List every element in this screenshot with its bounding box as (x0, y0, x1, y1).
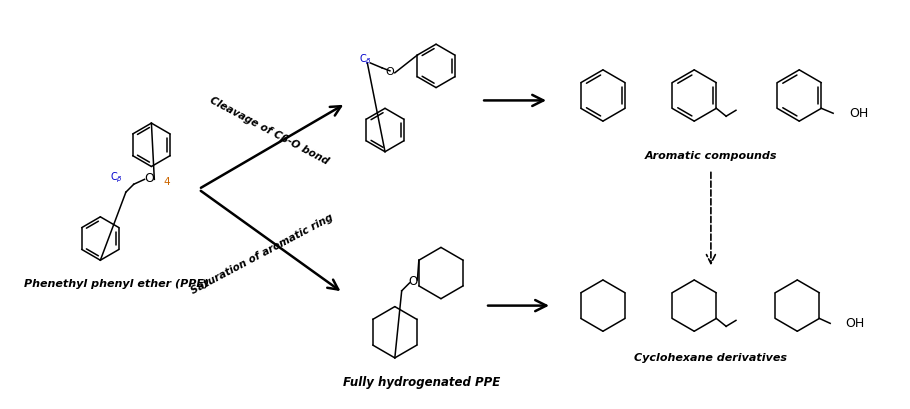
Text: Saturation of aromatic ring: Saturation of aromatic ring (189, 212, 335, 295)
Text: Cyclohexane derivatives: Cyclohexane derivatives (634, 352, 787, 362)
Text: Fully hydrogenated PPE: Fully hydrogenated PPE (343, 375, 500, 388)
Text: C$_\beta$: C$_\beta$ (359, 53, 372, 67)
Text: O: O (145, 171, 155, 184)
Text: C$_\beta$: C$_\beta$ (109, 170, 123, 184)
Text: O: O (409, 275, 418, 288)
Text: 4: 4 (164, 177, 170, 187)
Text: OH: OH (844, 316, 864, 329)
Text: Cleavage of Cβ-O bond: Cleavage of Cβ-O bond (208, 95, 330, 166)
Text: Phenethyl phenyl ether (PPE): Phenethyl phenyl ether (PPE) (25, 278, 209, 288)
Text: O: O (386, 67, 394, 76)
Text: OH: OH (849, 106, 868, 119)
Text: Aromatic compounds: Aromatic compounds (644, 151, 777, 160)
